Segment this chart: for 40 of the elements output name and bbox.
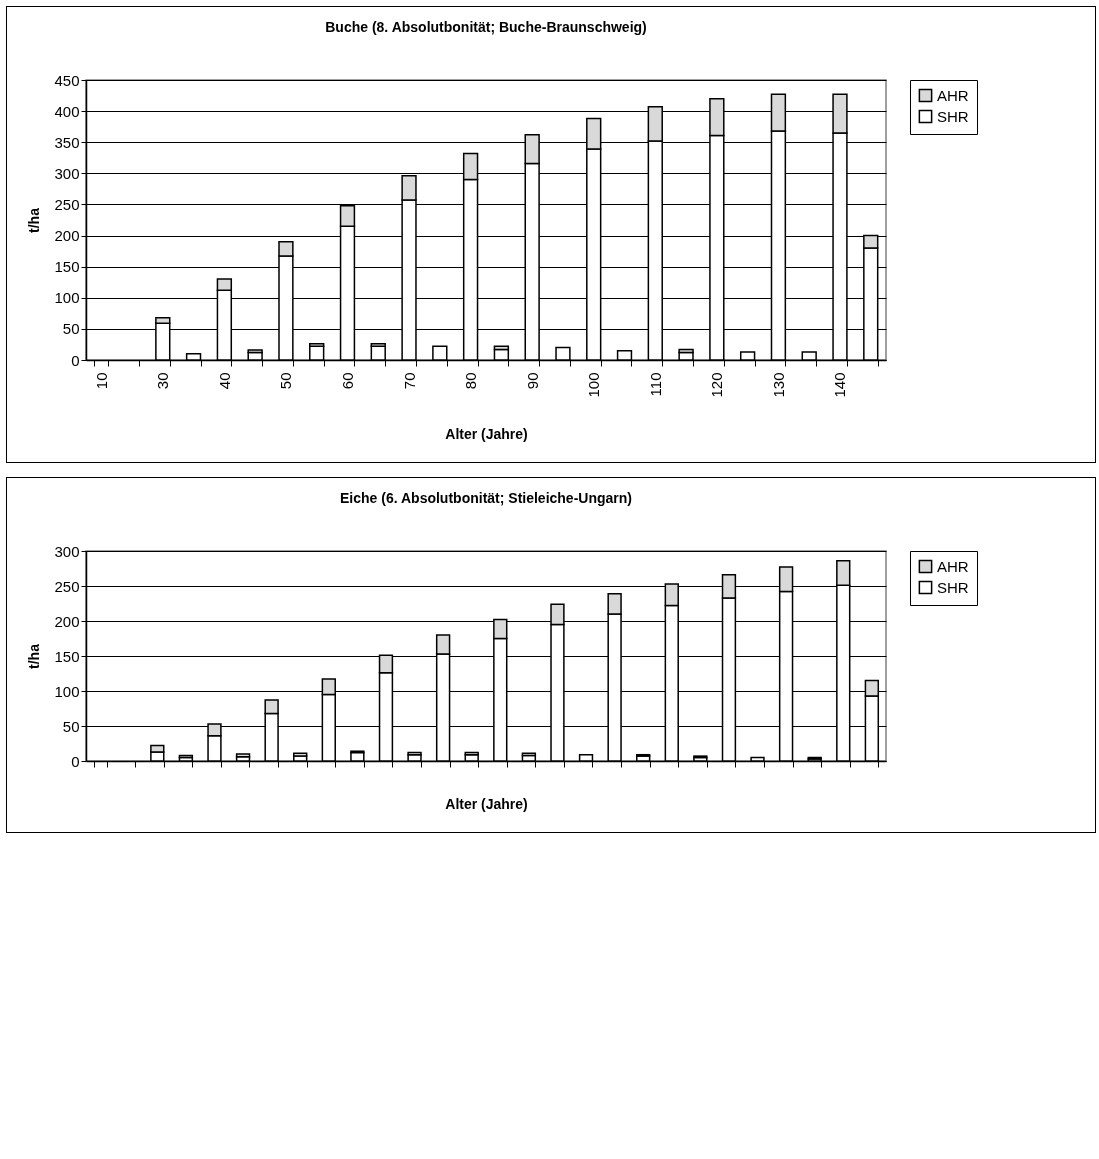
y-tick-label: 50 bbox=[62, 320, 80, 338]
y-tick-label: 100 bbox=[54, 289, 80, 307]
y-tick-label: 150 bbox=[54, 258, 80, 276]
x-tick-label: 50 bbox=[277, 372, 295, 390]
x-tick-label: 140 bbox=[831, 372, 849, 398]
x-tick-label: 90 bbox=[523, 372, 541, 390]
chart-title: Eiche (6. Absolutbonität; Stieleiche-Ungarn) bbox=[340, 490, 632, 506]
y-tick-label: 200 bbox=[54, 612, 80, 630]
x-tick-label: 110 bbox=[646, 372, 664, 397]
y-tick-label: 0 bbox=[71, 351, 80, 369]
y-tick-label: 0 bbox=[71, 752, 80, 770]
x-tick-label: 10 bbox=[92, 372, 110, 390]
y-tick-label: 250 bbox=[54, 195, 80, 213]
x-axis-title: Alter (Jahre) bbox=[445, 425, 528, 442]
x-tick-label: 40 bbox=[215, 372, 233, 390]
x-tick-label: 100 bbox=[585, 372, 603, 398]
x-tick-label: 80 bbox=[462, 372, 480, 390]
y-axis-title: t/ha bbox=[26, 207, 43, 233]
y-tick-label: 200 bbox=[54, 227, 80, 245]
x-axis-title: Alter (Jahre) bbox=[445, 796, 528, 812]
x-tick-label: 30 bbox=[154, 372, 172, 390]
y-tick-label: 100 bbox=[54, 682, 80, 700]
legend-label: AHR bbox=[937, 557, 969, 575]
legend-label: AHR bbox=[937, 86, 969, 104]
y-tick-label: 250 bbox=[54, 577, 80, 595]
y-tick-label: 400 bbox=[54, 102, 80, 120]
x-tick-label: 70 bbox=[400, 372, 418, 390]
chart-title: Buche (8. Absolutbonität; Buche-Braunschweig) bbox=[325, 19, 647, 35]
y-tick-label: 50 bbox=[62, 717, 80, 735]
y-tick-label: 300 bbox=[54, 542, 80, 560]
y-axis-title: t/ha bbox=[26, 643, 43, 669]
y-tick-label: 150 bbox=[54, 647, 80, 665]
legend-label: SHR bbox=[937, 107, 969, 125]
y-tick-label: 300 bbox=[54, 164, 80, 182]
y-tick-label: 450 bbox=[54, 71, 80, 89]
x-tick-label: 130 bbox=[769, 372, 787, 398]
x-tick-label: 120 bbox=[708, 372, 726, 398]
y-tick-label: 350 bbox=[54, 133, 80, 151]
x-tick-label: 60 bbox=[338, 372, 356, 390]
legend-label: SHR bbox=[937, 578, 969, 596]
